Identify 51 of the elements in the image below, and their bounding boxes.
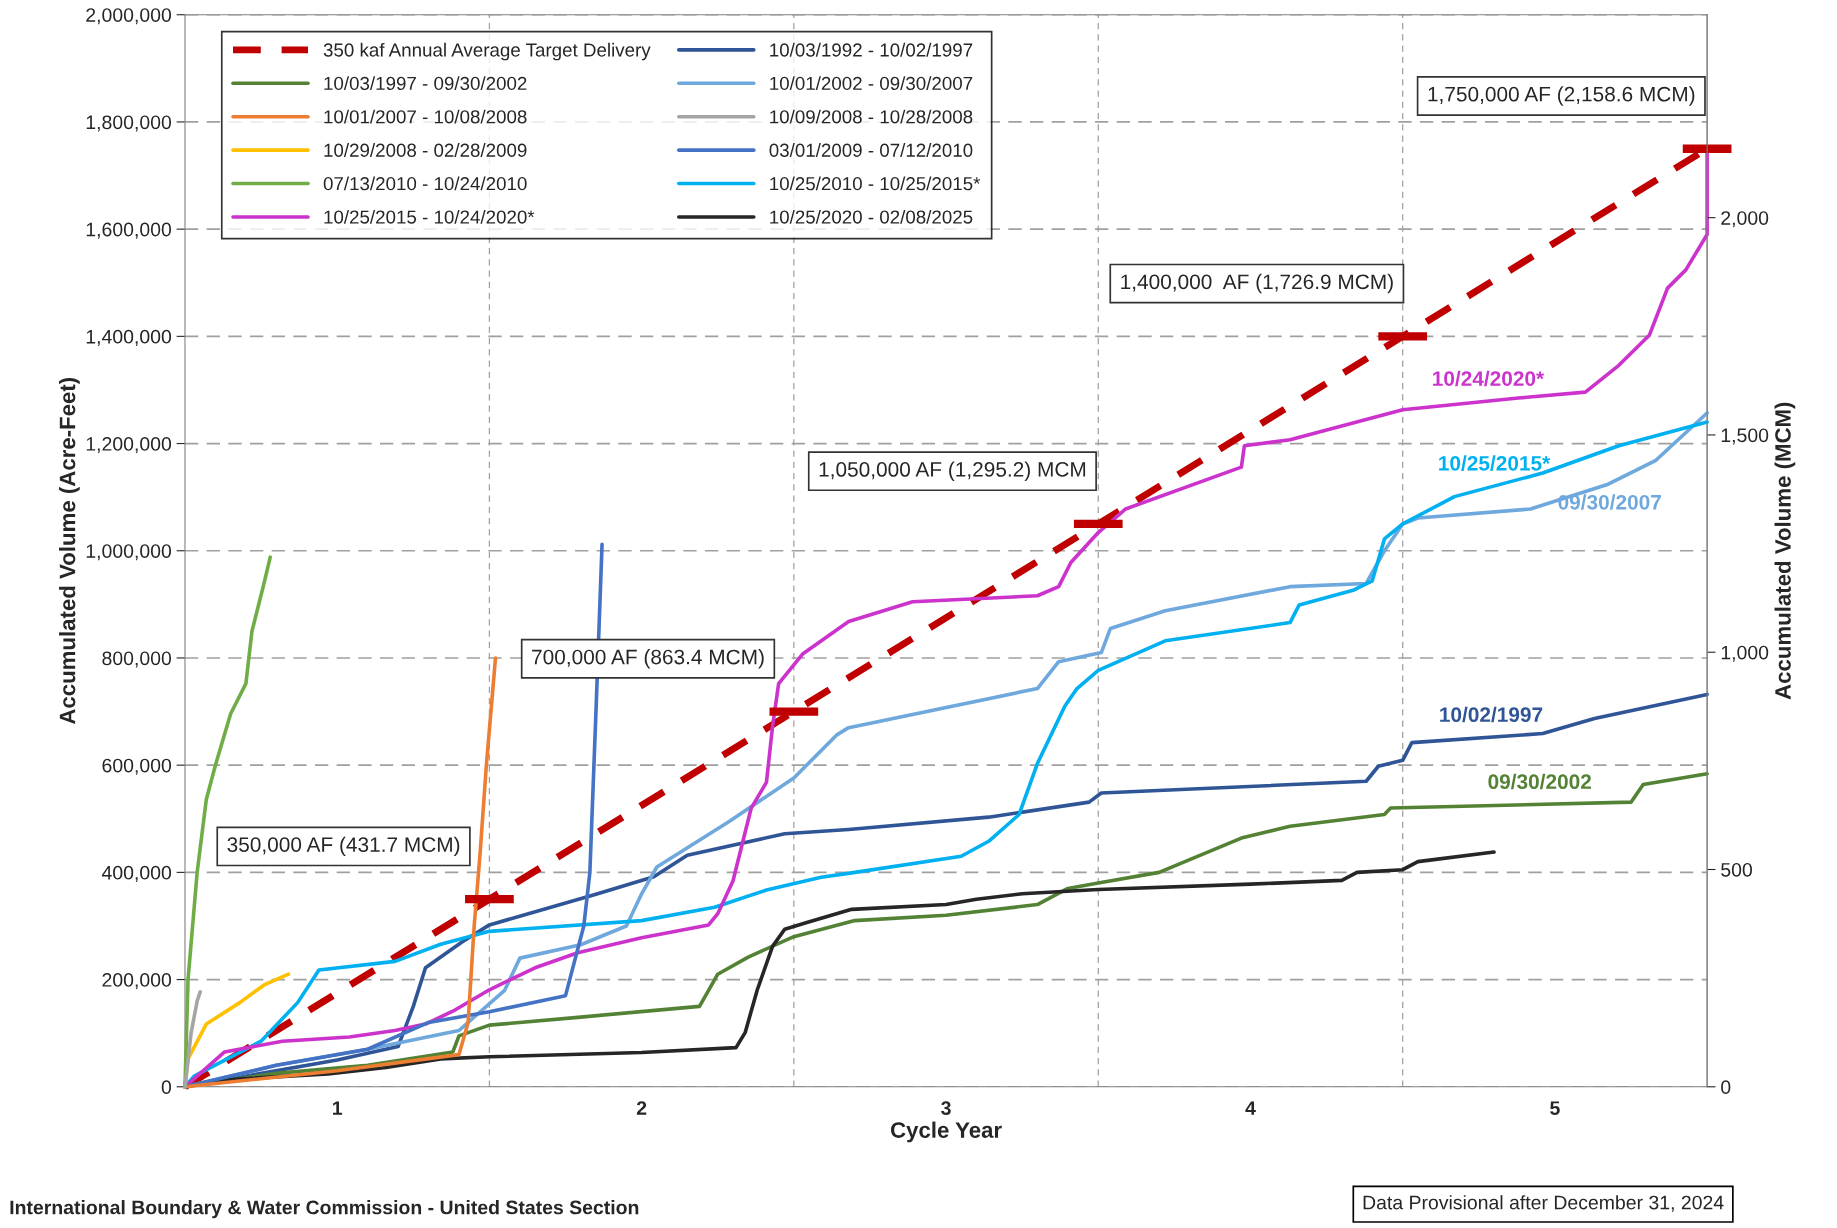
line-series xyxy=(183,542,604,1089)
y-axis-title: Accumulated Volume (Acre-Feet) xyxy=(59,377,80,725)
x-axis-title: Cycle Year xyxy=(890,1121,1002,1143)
annotation: 10/02/1997 xyxy=(1440,706,1543,723)
x-tick-label: 3 xyxy=(941,1101,951,1115)
x-tick-label: 4 xyxy=(1245,1101,1256,1115)
annotation: 1,400,000 AF (1,726.9 MCM) xyxy=(1121,273,1393,294)
y-tick-label: 800,000 xyxy=(102,651,172,668)
y2-tick-label: 1,000 xyxy=(1721,645,1769,662)
y-tick-label: 400,000 xyxy=(101,865,172,882)
line-series xyxy=(183,656,498,1089)
line-series xyxy=(183,990,203,1089)
legend-label: 10/01/2002 - 09/30/2007 xyxy=(770,76,973,91)
y-tick-label: 200,000 xyxy=(102,973,172,990)
y-tick-label: 0 xyxy=(161,1080,172,1095)
y2-tick-label: 500 xyxy=(1721,862,1752,877)
annotation: 09/30/2002 xyxy=(1488,773,1591,790)
legend-label: 10/01/2007 - 10/08/2008 xyxy=(324,109,527,124)
legend-label: 10/25/2015 - 10/24/2020* xyxy=(324,209,535,224)
y2-tick-label: 1,500 xyxy=(1721,428,1769,445)
annotation: 700,000 AF (863.4 MCM) xyxy=(532,649,764,669)
legend-label: 350 kaf Annual Average Target Delivery xyxy=(323,42,651,61)
y2-tick-label: 0 xyxy=(1721,1080,1731,1095)
y-tick-label: 1,000,000 xyxy=(86,544,172,561)
y-tick-label: 1,600,000 xyxy=(86,222,172,239)
annotation: 09/30/2007 xyxy=(1558,494,1661,510)
annotation: 1,050,000 AF (1,295.2) MCM xyxy=(819,461,1086,481)
legend-label: 10/09/2008 - 10/28/2008 xyxy=(770,109,973,124)
annotation: 10/25/2015* xyxy=(1439,455,1551,471)
legend-label: 03/01/2009 - 07/12/2010 xyxy=(769,143,973,157)
legend-label: 10/29/2008 - 02/28/2009 xyxy=(324,143,527,157)
legend-label: 10/25/2020 - 02/08/2025 xyxy=(770,209,973,224)
annotation: 1,750,000 AF (2,158.6 MCM) xyxy=(1428,86,1695,106)
legend-label: 10/03/1997 - 09/30/2002 xyxy=(324,76,527,91)
annotation: 350,000 AF (431.7 MCM) xyxy=(227,836,460,857)
y2-axis-title: Accumulated Volume (MCM) xyxy=(1774,402,1796,700)
x-tick-label: 5 xyxy=(1550,1101,1560,1115)
y-tick-label: 2,000,000 xyxy=(86,8,172,25)
y2-tick-label: 2,000 xyxy=(1721,211,1769,228)
legend-label: 07/13/2010 - 10/24/2010 xyxy=(323,176,527,191)
x-tick-label: 2 xyxy=(636,1101,647,1115)
legend-label: 10/03/1992 - 10/02/1997 xyxy=(770,42,973,57)
y-tick-label: 1,800,000 xyxy=(86,115,172,132)
text: International Boundary & Water Commission - United States Section xyxy=(10,1200,639,1219)
y-tick-label: 600,000 xyxy=(102,758,172,775)
text: Data Provisional after December 31, 2024 xyxy=(1363,1195,1724,1212)
y-tick-label: 1,400,000 xyxy=(86,329,172,346)
annotation: 10/24/2020* xyxy=(1433,370,1545,387)
x-tick-label: 1 xyxy=(333,1101,343,1115)
legend-label: 10/25/2010 - 10/25/2015* xyxy=(770,176,981,191)
y-tick-label: 1,200,000 xyxy=(86,437,172,454)
